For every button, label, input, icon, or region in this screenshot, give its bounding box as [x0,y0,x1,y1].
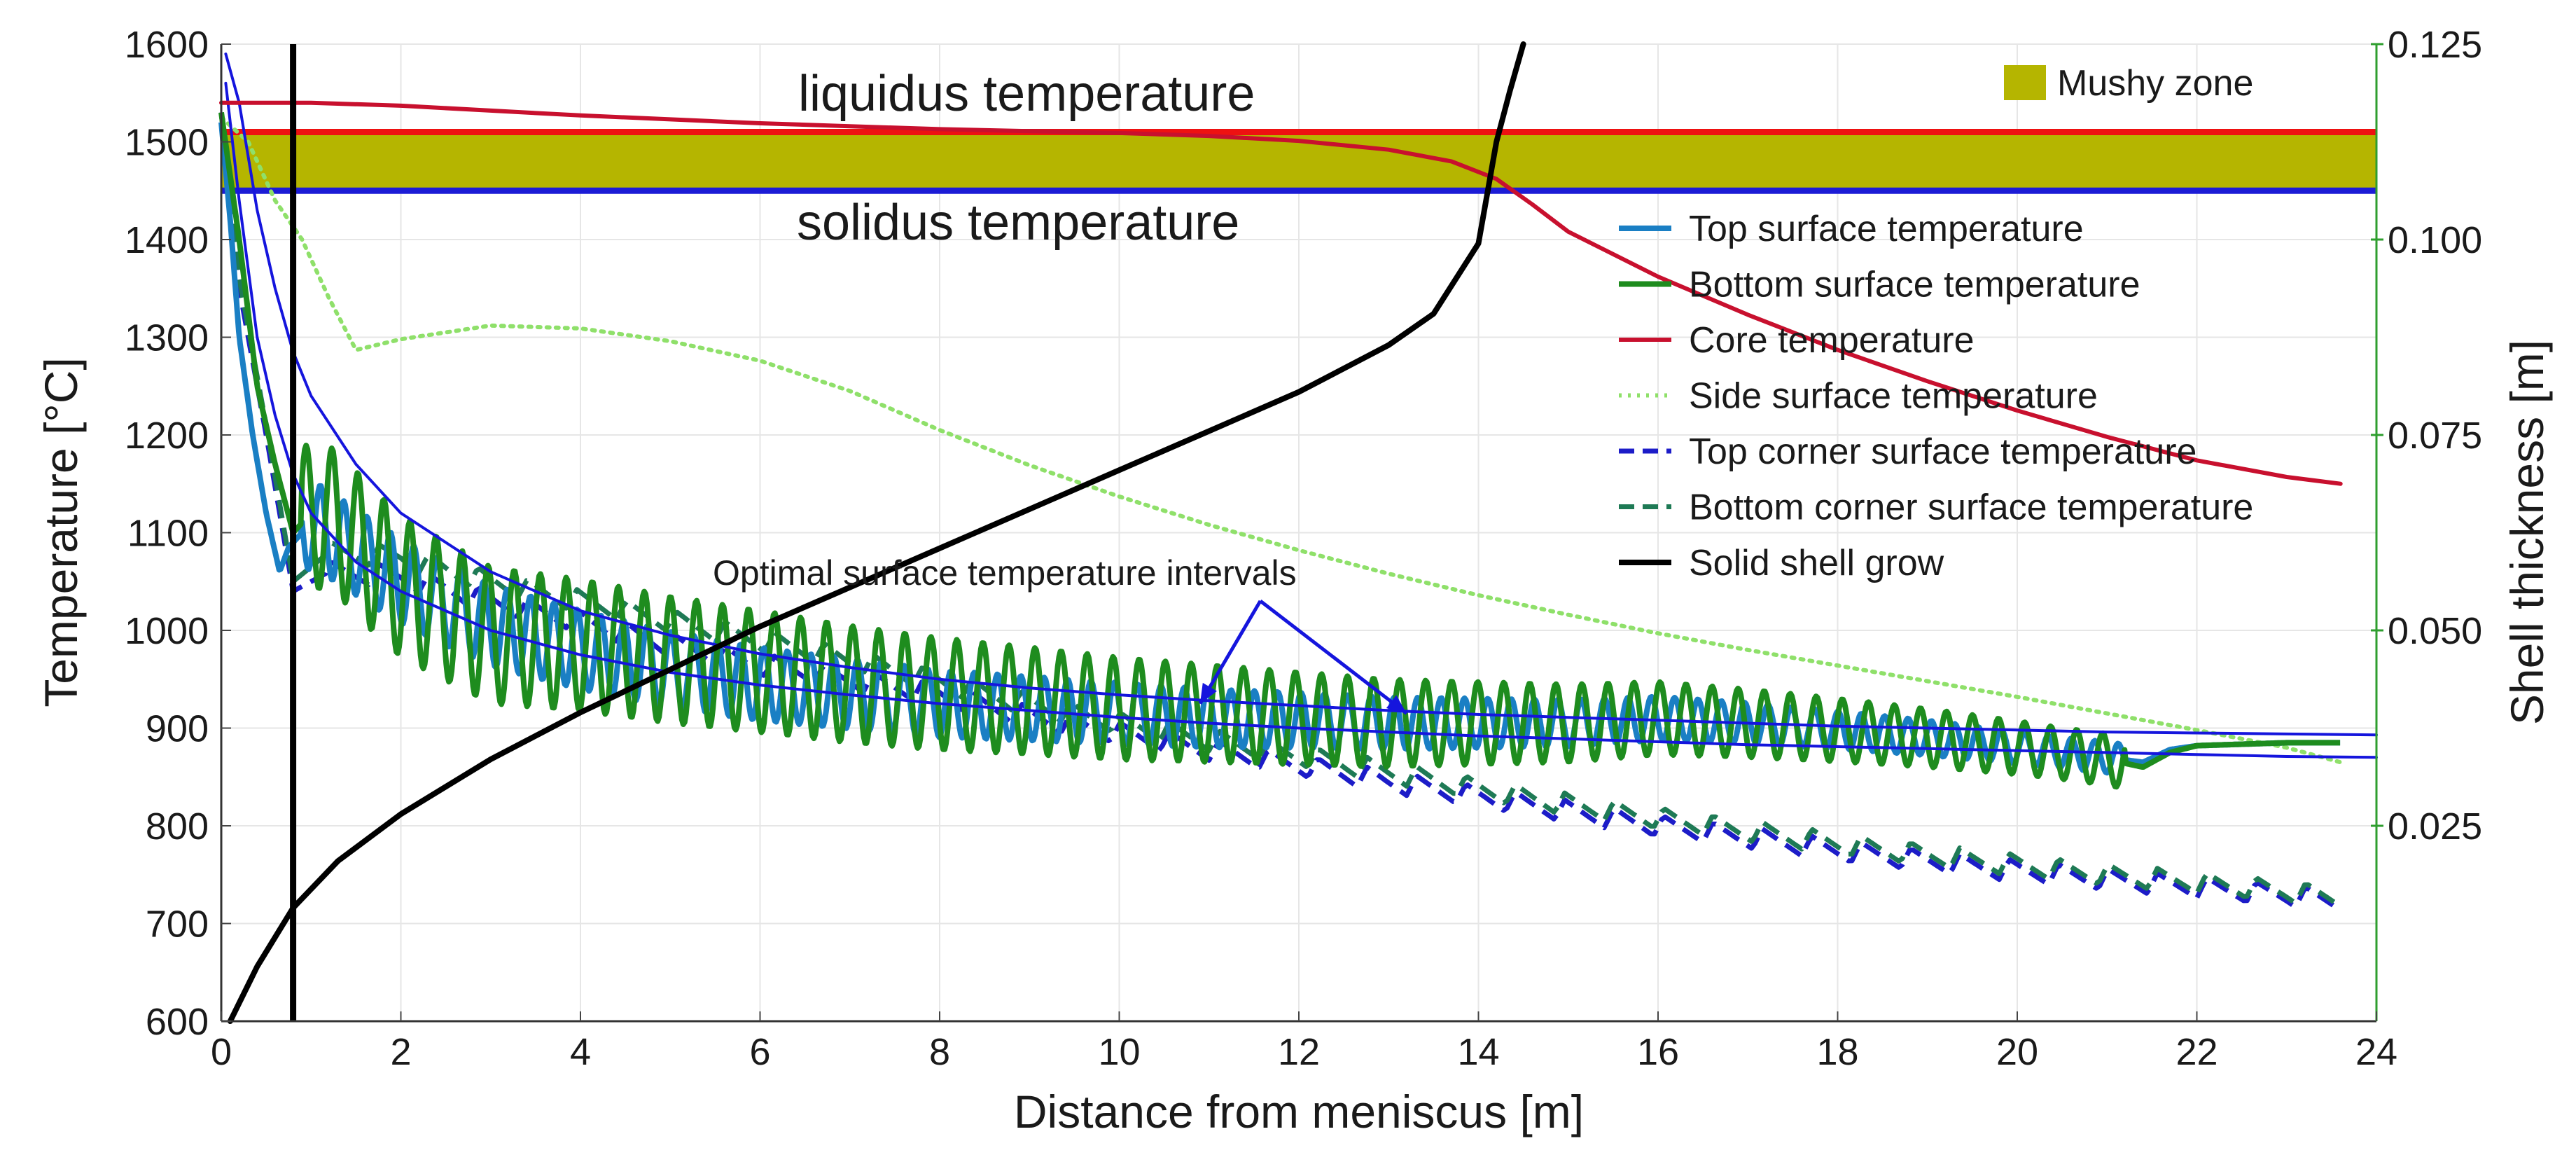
legend-label: Side surface temperature [1689,376,2098,417]
y2-axis-title: Shell thickness [m] [2501,340,2553,725]
y-tick-label: 600 [146,1001,209,1043]
y2-tick-label: 0.075 [2388,415,2482,457]
series-top-surface [218,122,2342,776]
liquidus-label: liquidus temperature [798,66,1255,122]
y2-tick-label: 0.025 [2388,805,2482,848]
legend-label: Top surface temperature [1689,209,2084,249]
x-tick-label: 10 [1098,1031,1140,1073]
x-tick-label: 20 [1996,1031,2038,1073]
x-axis-title: Distance from meniscus [m] [1014,1086,1584,1137]
x-tick-label: 18 [1816,1031,1858,1073]
interval-annotation: Optimal surface temperature intervals [713,553,1297,593]
series-interval-upper [224,53,2378,737]
annotation-arrowhead [1199,682,1217,704]
solidus-label: solidus temperature [797,195,1239,251]
series-bottom-surface [218,112,2342,790]
legend-label: Bottom corner surface temperature [1689,487,2253,528]
y2-tick-label: 0.100 [2388,219,2482,261]
x-tick-label: 24 [2355,1031,2397,1073]
series-layer [218,41,2378,1024]
legend-label: Core temperature [1689,320,1975,361]
annotation-arrow [1259,600,1408,715]
x-tick-label: 2 [390,1031,411,1073]
x-tick-label: 16 [1637,1031,1679,1073]
y-tick-label: 1500 [125,122,209,164]
x-tick-label: 12 [1278,1031,1320,1073]
x-tick-label: 0 [211,1031,232,1073]
legend: Top surface temperature Bottom surface te… [1619,209,2253,583]
y-axis-title: Temperature [°C] [35,357,87,707]
y2-tick-label: 0.050 [2388,610,2482,652]
x-tick-label: 22 [2175,1031,2218,1073]
ticks: 0 2 4 6 8 10 12 14 16 18 20 22 246007008009001000110… [125,24,2482,1073]
y-tick-label: 800 [146,805,209,848]
legend-label: Top corner surface temperature [1689,431,2196,472]
y-tick-label: 900 [146,708,209,750]
x-tick-label: 6 [749,1031,770,1073]
series-core [219,100,2343,486]
y-tick-label: 1100 [127,513,209,555]
legend-label: Bottom surface temperature [1689,265,2140,305]
y-tick-label: 1400 [125,219,209,261]
mushy-legend: Mushy zone [2004,63,2253,104]
mushy-legend-swatch [2004,65,2046,100]
annotation-arrow [1198,600,1262,705]
series-solid-shell [227,41,1526,1024]
y-tick-label: 1300 [125,317,209,359]
x-tick-label: 14 [1457,1031,1499,1073]
legend-label: Solid shell grow [1689,543,1944,583]
y2-tick-label: 0.125 [2388,24,2482,66]
y-tick-label: 1200 [125,415,209,457]
y-tick-label: 1600 [125,24,209,66]
series-side-surface [219,115,2343,765]
x-tick-label: 8 [929,1031,950,1073]
x-tick-label: 4 [570,1031,591,1073]
y-tick-label: 700 [146,904,209,946]
series-interval-lower [224,81,2378,759]
mushy-legend-label: Mushy zone [2057,63,2253,104]
annotation-arrowhead [1386,695,1407,714]
y-tick-label: 1000 [125,610,209,652]
